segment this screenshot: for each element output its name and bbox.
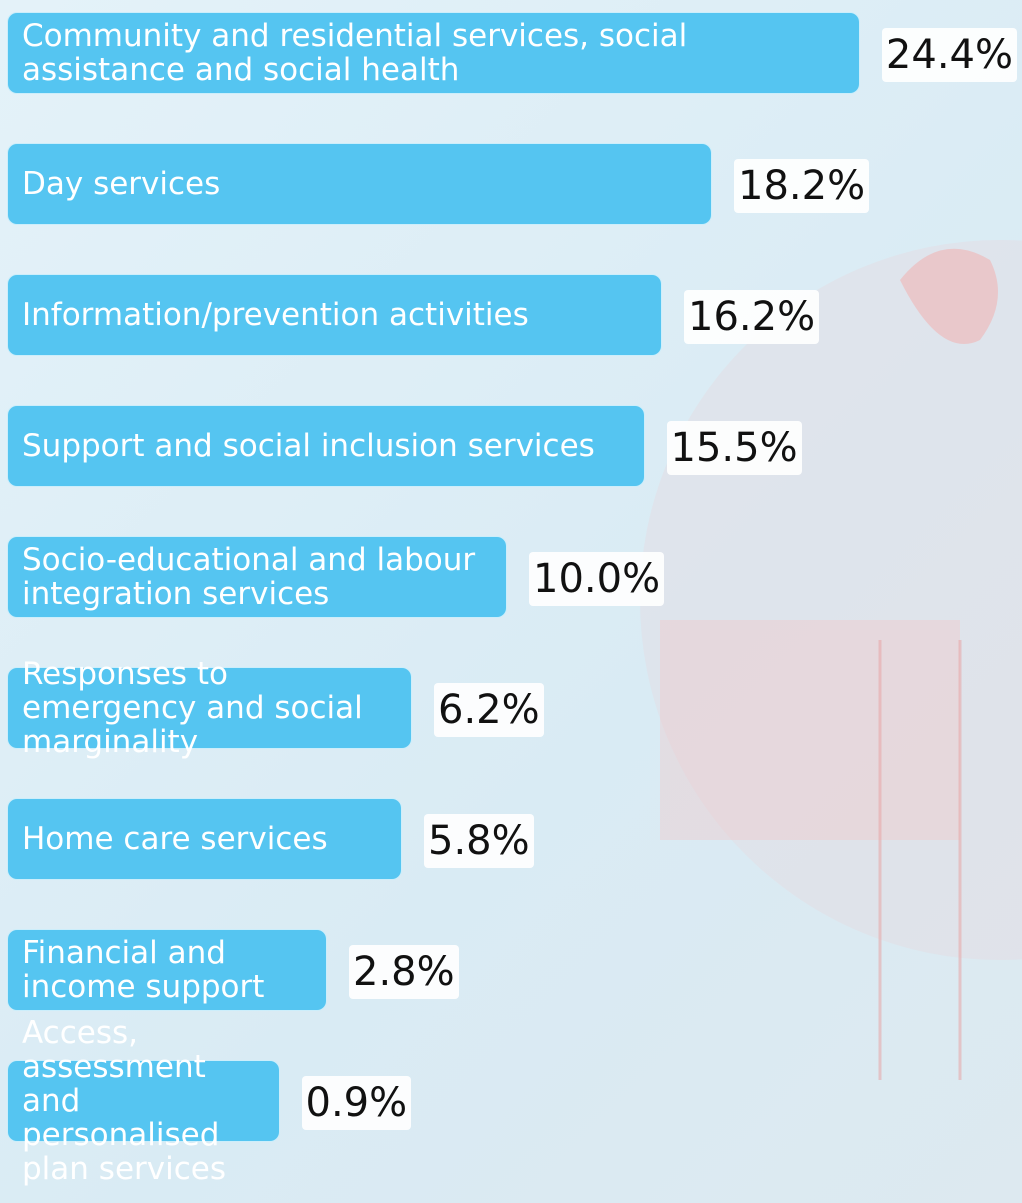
chart: Community and residential services, soci… — [7, 12, 1017, 1191]
bar: Day services — [7, 143, 712, 225]
bar: Information/prevention activities — [7, 274, 662, 356]
category-label: Information/prevention activities — [22, 297, 529, 333]
category-label: Day services — [22, 166, 221, 202]
category-label: Responses to emergency and social margin… — [22, 656, 363, 760]
value-label: 2.8% — [349, 945, 459, 999]
value-label: 18.2% — [734, 159, 870, 213]
category-label: Support and social inclusion services — [22, 428, 595, 464]
bar: Financial and income support — [7, 929, 327, 1011]
bar: Socio-educational and labour integration… — [7, 536, 507, 618]
value-label: 24.4% — [881, 28, 1017, 82]
bar-row: Community and residential services, soci… — [7, 12, 1017, 143]
category-label: Community and residential services, soci… — [22, 18, 688, 88]
bar-row: Socio-educational and labour integration… — [7, 536, 1017, 667]
bar-row: Support and social inclusion services 15.… — [7, 405, 1017, 536]
category-label: Home care services — [22, 821, 328, 857]
bar: Access, assessment and personalised plan… — [7, 1016, 280, 1186]
bar: Community and residential services, soci… — [7, 12, 860, 94]
bar: Home care services — [7, 798, 402, 880]
bar-row: Financial and income support 2.8% — [7, 929, 1017, 1060]
category-label: Financial and income support — [22, 935, 265, 1005]
bar-row: Home care services 5.8% — [7, 798, 1017, 929]
value-label: 15.5% — [666, 421, 802, 475]
category-label: Socio-educational and labour integration… — [22, 542, 476, 612]
value-label: 5.8% — [424, 814, 534, 868]
value-label: 6.2% — [434, 683, 544, 737]
category-label: Access, assessment and personalised plan… — [22, 1015, 226, 1187]
value-label: 10.0% — [529, 552, 665, 606]
value-label: 0.9% — [301, 1076, 412, 1130]
bar-row: Day services 18.2% — [7, 143, 1017, 274]
bar: Support and social inclusion services — [7, 405, 645, 487]
bar-row: Information/prevention activities 16.2% — [7, 274, 1017, 405]
bar: Responses to emergency and social margin… — [7, 657, 412, 759]
bar-row: Access, assessment and personalised plan… — [7, 1016, 1017, 1191]
bar-row: Responses to emergency and social margin… — [7, 657, 1017, 798]
value-label: 16.2% — [684, 290, 820, 344]
